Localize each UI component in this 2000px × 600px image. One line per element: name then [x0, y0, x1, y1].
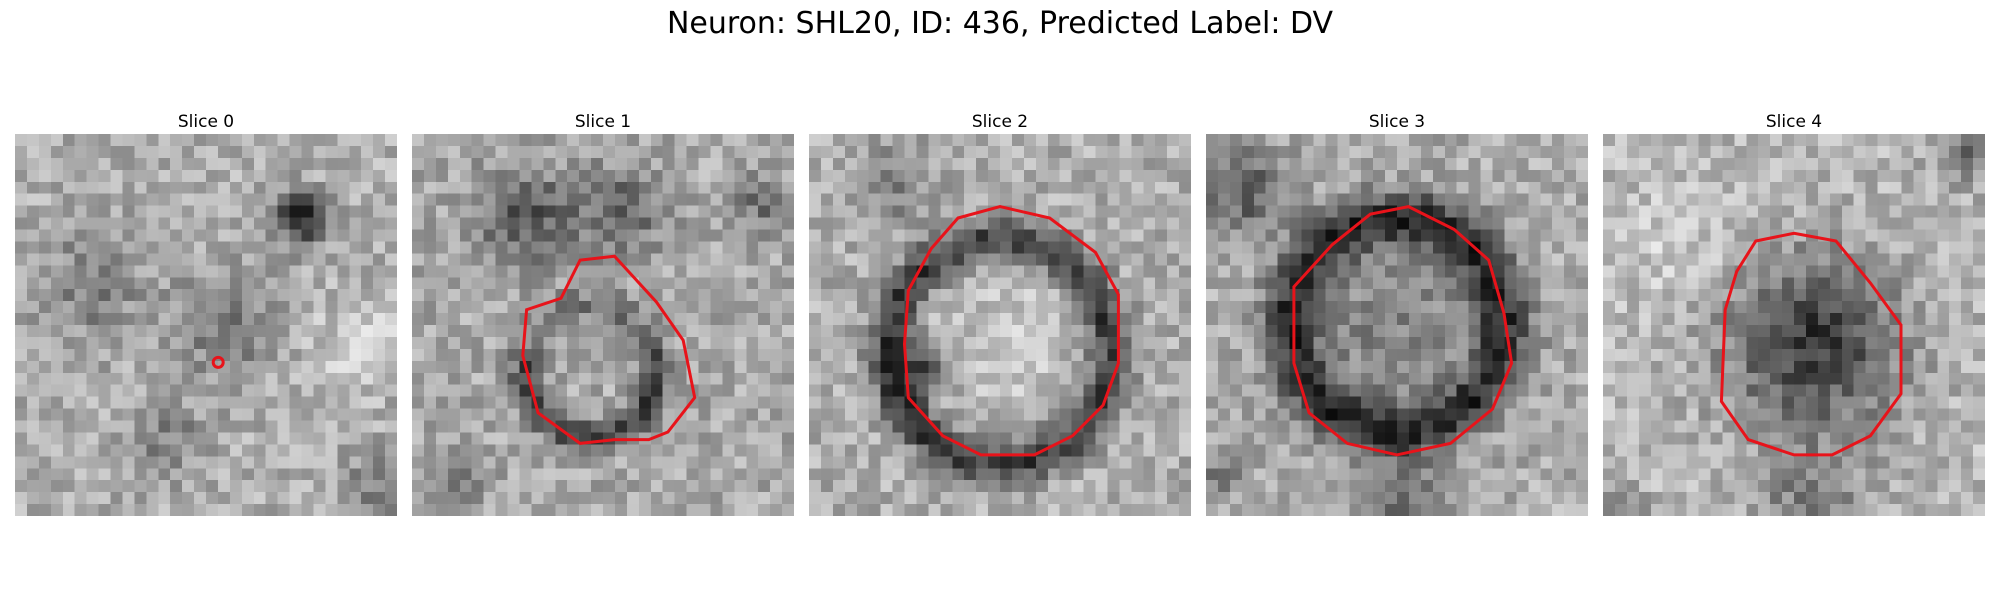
- slice-2-image: [809, 134, 1191, 516]
- slice-3-image: [1206, 134, 1588, 516]
- panel-title: Slice 4: [1765, 112, 1823, 132]
- panel-slice-0: Slice 0: [15, 110, 397, 516]
- panel-title: Slice 0: [177, 112, 235, 132]
- slice-image-svg: [412, 134, 794, 516]
- slice-1-image: [412, 134, 794, 516]
- panel-slice-1: Slice 1: [412, 110, 794, 516]
- slice-4-image: [1603, 134, 1985, 516]
- cell-contour: [521, 254, 697, 445]
- center-marker: [211, 355, 225, 369]
- cell-contour: [902, 205, 1120, 457]
- panel-slice-2: Slice 2: [809, 110, 1191, 516]
- panel-title: Slice 1: [574, 112, 632, 132]
- slice-image-svg: [1603, 134, 1985, 516]
- slice-image-svg: [809, 134, 1191, 516]
- panel-title: Slice 3: [1368, 112, 1426, 132]
- cell-contour: [1719, 231, 1903, 457]
- panel-slice-3: Slice 3: [1206, 110, 1588, 516]
- slice-0-image: [15, 134, 397, 516]
- panel-title: Slice 2: [971, 112, 1029, 132]
- figure-title: Neuron: SHL20, ID: 436, Predicted Label:…: [666, 6, 1334, 41]
- slice-image-svg: [15, 134, 397, 516]
- panel-slice-4: Slice 4: [1603, 110, 1985, 516]
- cell-contour: [1292, 205, 1514, 457]
- slice-image-svg: [1206, 134, 1588, 516]
